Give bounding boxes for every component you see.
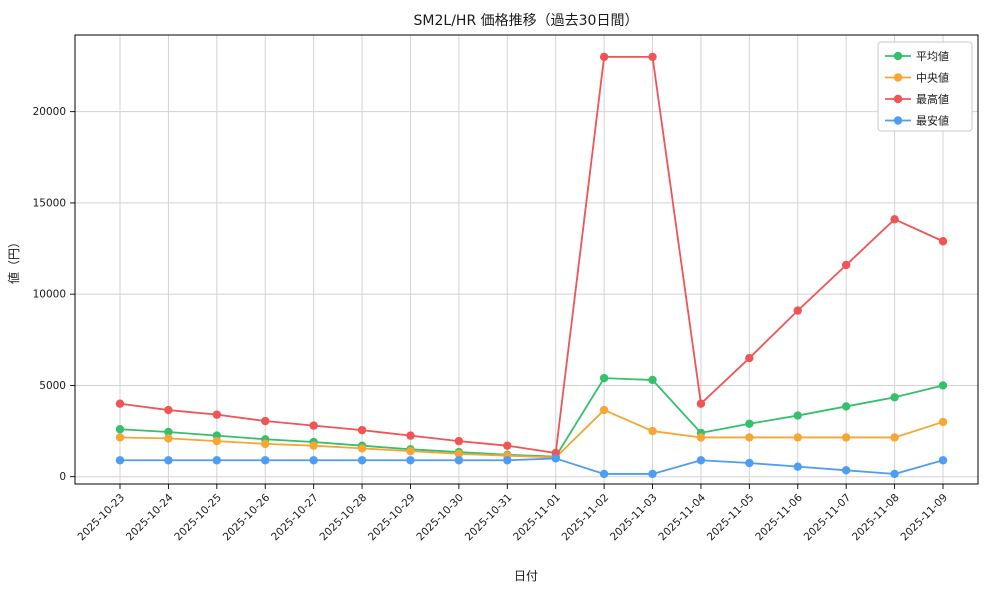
data-point-平均値 bbox=[890, 393, 899, 402]
data-point-最安値 bbox=[745, 458, 754, 468]
data-point-中央値 bbox=[115, 433, 125, 442]
data-point-最高値 bbox=[406, 431, 415, 440]
series-line-平均値 bbox=[119, 377, 944, 458]
data-point-最高値 bbox=[841, 260, 851, 270]
data-point-最高値 bbox=[503, 441, 512, 450]
data-point-最高値 bbox=[938, 237, 948, 246]
data-point-最高値 bbox=[745, 353, 754, 363]
data-point-最安値 bbox=[406, 456, 415, 465]
legend-label: 最高値 bbox=[916, 92, 949, 106]
legend-marker bbox=[893, 51, 903, 61]
data-point-中央値 bbox=[212, 436, 222, 446]
series-line-中央値 bbox=[119, 409, 944, 459]
data-point-最安値 bbox=[938, 456, 948, 465]
data-point-平均値 bbox=[115, 425, 125, 434]
data-point-最高値 bbox=[261, 416, 270, 426]
data-point-最安値 bbox=[309, 456, 318, 465]
data-point-最安値 bbox=[164, 456, 173, 465]
data-point-中央値 bbox=[164, 434, 173, 443]
data-point-中央値 bbox=[406, 446, 415, 456]
data-point-平均値 bbox=[938, 381, 948, 390]
y-axis-label: 値（円） bbox=[6, 236, 21, 284]
data-point-中央値 bbox=[648, 426, 657, 436]
y-tick-label: 10000 bbox=[33, 289, 66, 301]
legend-label: 中央値 bbox=[916, 71, 949, 84]
data-point-中央値 bbox=[696, 433, 706, 442]
data-point-中央値 bbox=[357, 444, 367, 453]
data-point-平均値 bbox=[599, 373, 609, 383]
data-point-中央値 bbox=[841, 433, 851, 442]
data-point-最高値 bbox=[115, 399, 125, 408]
data-point-中央値 bbox=[793, 433, 802, 442]
y-tick-label: 20000 bbox=[33, 106, 66, 118]
legend-box bbox=[877, 41, 973, 132]
data-point-最安値 bbox=[503, 456, 512, 465]
y-tick-label: 15000 bbox=[33, 197, 66, 209]
plot-border bbox=[74, 34, 979, 485]
y-tick-label: 0 bbox=[59, 471, 66, 483]
series-line-最高値 bbox=[119, 56, 944, 454]
data-point-最高値 bbox=[164, 405, 173, 415]
chart-title: SM2L/HR 価格推移（過去30日間） bbox=[414, 13, 639, 29]
data-point-最高値 bbox=[454, 436, 464, 446]
data-point-最安値 bbox=[890, 469, 899, 479]
data-point-最安値 bbox=[551, 454, 560, 463]
data-point-最安値 bbox=[115, 456, 125, 465]
legend-marker bbox=[893, 73, 903, 82]
data-point-最安値 bbox=[212, 456, 222, 465]
legend-marker bbox=[893, 94, 903, 104]
data-point-最高値 bbox=[648, 52, 657, 62]
x-axis-label: 日付 bbox=[514, 569, 538, 583]
data-point-最高値 bbox=[309, 421, 318, 430]
data-point-最安値 bbox=[648, 469, 657, 479]
data-point-最高値 bbox=[357, 425, 367, 435]
data-point-平均値 bbox=[648, 375, 657, 385]
series-line-最安値 bbox=[120, 457, 944, 475]
data-point-最高値 bbox=[890, 215, 899, 224]
data-point-最安値 bbox=[793, 462, 802, 471]
data-point-中央値 bbox=[890, 433, 899, 442]
data-point-最安値 bbox=[696, 456, 706, 465]
series-layer bbox=[115, 52, 948, 479]
y-tick-label: 5000 bbox=[39, 380, 66, 392]
data-point-中央値 bbox=[454, 449, 464, 459]
legend-marker bbox=[893, 116, 903, 125]
data-point-最安値 bbox=[357, 456, 367, 465]
data-point-最安値 bbox=[841, 466, 851, 475]
data-point-中央値 bbox=[261, 439, 270, 449]
data-point-平均値 bbox=[164, 427, 173, 437]
data-point-中央値 bbox=[599, 405, 609, 415]
data-point-最安値 bbox=[599, 469, 609, 479]
data-point-平均値 bbox=[841, 402, 851, 411]
data-point-最高値 bbox=[793, 306, 802, 315]
data-point-平均値 bbox=[745, 419, 754, 428]
data-point-中央値 bbox=[309, 441, 318, 450]
legend-label: 平均値 bbox=[916, 50, 949, 63]
legend-label: 最安値 bbox=[916, 113, 949, 127]
data-point-最高値 bbox=[212, 410, 222, 419]
data-point-最安値 bbox=[454, 456, 464, 465]
data-point-最安値 bbox=[261, 456, 270, 465]
data-point-中央値 bbox=[938, 417, 948, 427]
data-point-中央値 bbox=[745, 433, 754, 442]
data-point-最高値 bbox=[599, 52, 609, 62]
data-point-最高値 bbox=[696, 399, 706, 408]
data-point-平均値 bbox=[793, 411, 802, 420]
